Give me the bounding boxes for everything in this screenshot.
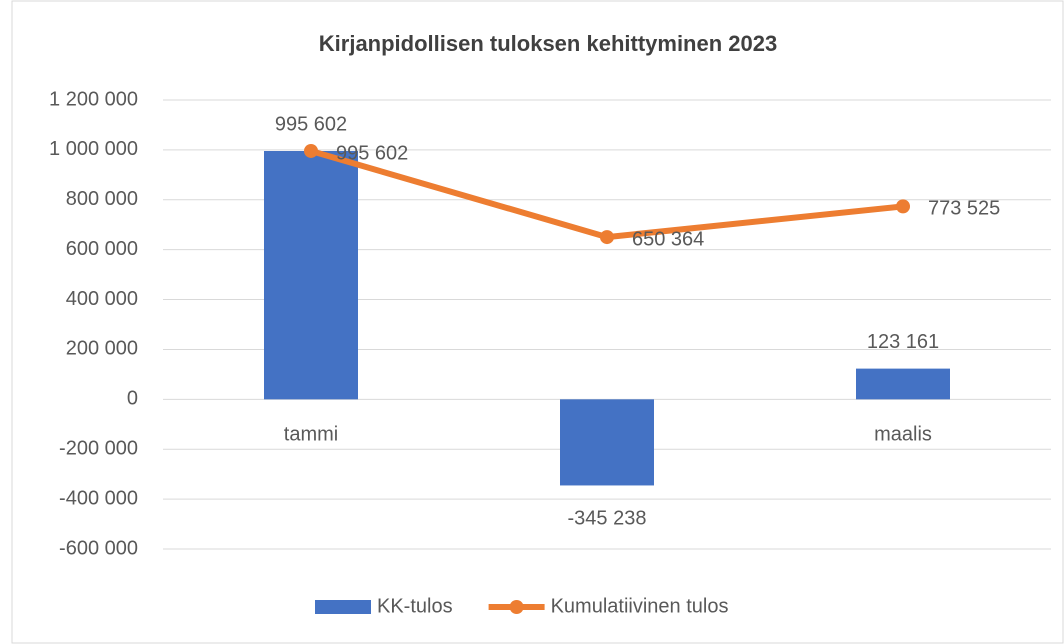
y-tick-label: 400 000 [66, 288, 138, 310]
legend-swatch [509, 600, 524, 614]
y-tick-label: 200 000 [66, 338, 138, 360]
y-tick-label: -400 000 [59, 487, 138, 509]
bar [856, 368, 950, 400]
y-tick-label: 800 000 [66, 188, 138, 210]
y-tick-label: 600 000 [66, 238, 138, 260]
legend-swatch [315, 600, 371, 614]
line-marker [896, 199, 910, 214]
data-label: -345 238 [568, 508, 647, 530]
line-marker [600, 230, 614, 245]
data-label: 650 364 [632, 228, 704, 250]
data-label: 773 525 [928, 198, 1000, 220]
data-label: 995 602 [275, 113, 347, 135]
y-tick-label: -200 000 [59, 438, 138, 460]
bar [560, 399, 654, 486]
chart-title: Kirjanpidollisen tuloksen kehittyminen 2… [319, 31, 777, 56]
legend-label: Kumulatiivinen tulos [551, 595, 729, 617]
y-tick-label: 1 000 000 [49, 138, 138, 160]
data-label: 995 602 [336, 142, 408, 164]
chart-border [11, 0, 1064, 644]
y-tick-label: 0 [127, 388, 138, 410]
data-label: 123 161 [867, 331, 939, 353]
x-tick-label: tammi [284, 424, 338, 446]
x-tick-label: maalis [874, 424, 932, 446]
line-marker [304, 143, 318, 158]
bar [264, 150, 358, 400]
legend-label: KK-tulos [377, 595, 453, 617]
y-tick-label: 1 200 000 [49, 88, 138, 110]
y-tick-label: -600 000 [59, 537, 138, 559]
